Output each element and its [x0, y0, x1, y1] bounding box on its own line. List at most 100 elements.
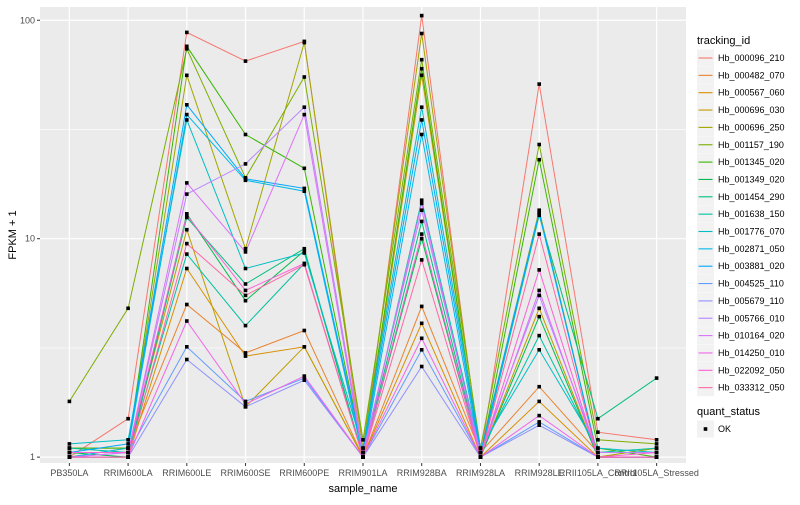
data-point — [537, 333, 541, 338]
data-point — [302, 75, 307, 79]
legend-label: Hb_001776_070 — [718, 227, 785, 237]
data-point — [654, 450, 659, 455]
legend-title-tracking-id: tracking_id — [697, 35, 750, 47]
legend-item[interactable]: Hb_022092_050 — [697, 361, 785, 379]
data-point — [537, 293, 541, 298]
data-point — [419, 321, 424, 326]
legend-item[interactable]: Hb_005679_110 — [697, 292, 784, 310]
data-point — [126, 450, 130, 455]
data-point — [419, 13, 424, 18]
legend-item[interactable]: Hb_001157_190 — [697, 136, 784, 154]
data-point — [243, 405, 248, 409]
data-point — [185, 112, 189, 117]
data-point — [419, 57, 424, 62]
data-point — [361, 450, 365, 455]
x-tick-label: RRIM600LA — [104, 468, 153, 478]
legend-item[interactable]: Hb_005766_010 — [697, 309, 785, 327]
legend-title-quant-status: quant_status — [697, 406, 760, 418]
data-point — [126, 455, 130, 459]
data-point — [185, 241, 189, 246]
data-point — [478, 455, 483, 459]
data-point — [419, 232, 424, 236]
data-point — [243, 298, 248, 303]
data-point — [243, 246, 248, 251]
data-point — [185, 266, 189, 271]
data-point — [302, 251, 307, 255]
y-tick-label: 1 — [30, 452, 35, 462]
data-point — [537, 413, 541, 418]
data-point — [537, 142, 541, 147]
legend-item[interactable]: Hb_001345_020 — [697, 153, 785, 171]
x-axis-title: sample_name — [328, 483, 397, 495]
legend-label: Hb_000567_060 — [718, 88, 785, 98]
data-point — [537, 157, 541, 162]
legend-item[interactable]: Hb_000696_030 — [697, 101, 785, 119]
legend-label: Hb_014250_010 — [718, 348, 785, 358]
legend-item[interactable]: Hb_033312_050 — [697, 379, 785, 397]
data-point — [243, 282, 248, 286]
data-point — [67, 446, 72, 450]
legend-item[interactable]: Hb_001349_020 — [697, 170, 785, 188]
legend-item[interactable]: Hb_004525_110 — [697, 275, 784, 293]
data-point — [419, 364, 424, 369]
legend-item[interactable]: Hb_001776_070 — [697, 223, 785, 240]
x-tick-label: RRIM901LA — [338, 468, 387, 478]
data-point — [654, 455, 659, 459]
data-point — [302, 262, 307, 267]
data-point — [185, 192, 189, 196]
data-point — [654, 376, 659, 380]
data-point — [185, 103, 189, 107]
data-point — [419, 132, 424, 137]
legend-item[interactable]: Hb_001638_150 — [697, 205, 785, 223]
data-point — [243, 266, 248, 271]
data-point — [185, 118, 189, 122]
legend-label: Hb_022092_050 — [718, 365, 785, 375]
data-point — [185, 213, 189, 218]
legend-point-swatch — [703, 427, 708, 431]
legend-item[interactable]: Hb_001454_290 — [697, 188, 785, 206]
data-point — [596, 450, 600, 455]
data-point — [126, 446, 130, 450]
data-point — [302, 105, 307, 109]
data-point — [478, 446, 483, 450]
data-point — [302, 374, 307, 378]
x-tick-label: RRII105LA_Stressed — [614, 468, 699, 478]
x-tick-label: RRII105LA_Control — [559, 468, 637, 478]
data-point — [419, 118, 424, 122]
data-point — [537, 232, 541, 236]
x-tick-label: RRIM600SE — [221, 468, 271, 478]
data-point — [537, 268, 541, 272]
legend-item[interactable]: Hb_003881_020 — [697, 257, 785, 275]
data-point — [185, 215, 189, 220]
legend-label: Hb_001157_190 — [718, 140, 784, 150]
data-point — [419, 258, 424, 262]
x-tick-label: RRIM928LE — [515, 468, 564, 478]
data-point — [419, 105, 424, 109]
data-point — [67, 455, 72, 459]
data-point — [361, 446, 365, 450]
data-point — [302, 186, 307, 191]
legend-item[interactable]: Hb_002871_050 — [697, 240, 785, 258]
data-point — [596, 430, 600, 434]
y-tick-label: 100 — [20, 15, 35, 25]
data-point — [596, 416, 600, 421]
data-point — [537, 288, 541, 293]
data-point — [243, 288, 248, 293]
legend-item[interactable]: Hb_010164_020 — [697, 327, 785, 345]
legend-item-quant-status[interactable]: OK — [697, 420, 731, 438]
y-tick-label: 10 — [25, 234, 35, 244]
data-point — [185, 319, 189, 323]
legend-item[interactable]: Hb_000696_250 — [697, 118, 785, 136]
legend-label: Hb_001349_020 — [718, 174, 785, 184]
data-point — [185, 181, 189, 185]
legend-label: Hb_003881_020 — [718, 261, 785, 271]
x-tick-label: RRIM928LA — [456, 468, 505, 478]
y-axis-title: FPKM + 1 — [7, 210, 19, 259]
legend-item[interactable]: Hb_000567_060 — [697, 84, 785, 102]
data-point — [302, 376, 307, 380]
data-point — [185, 44, 189, 49]
data-point — [596, 446, 600, 450]
legend-item[interactable]: Hb_000096_210 — [697, 49, 785, 67]
legend-item[interactable]: Hb_000482_070 — [697, 66, 785, 84]
legend-item[interactable]: Hb_014250_010 — [697, 344, 785, 362]
